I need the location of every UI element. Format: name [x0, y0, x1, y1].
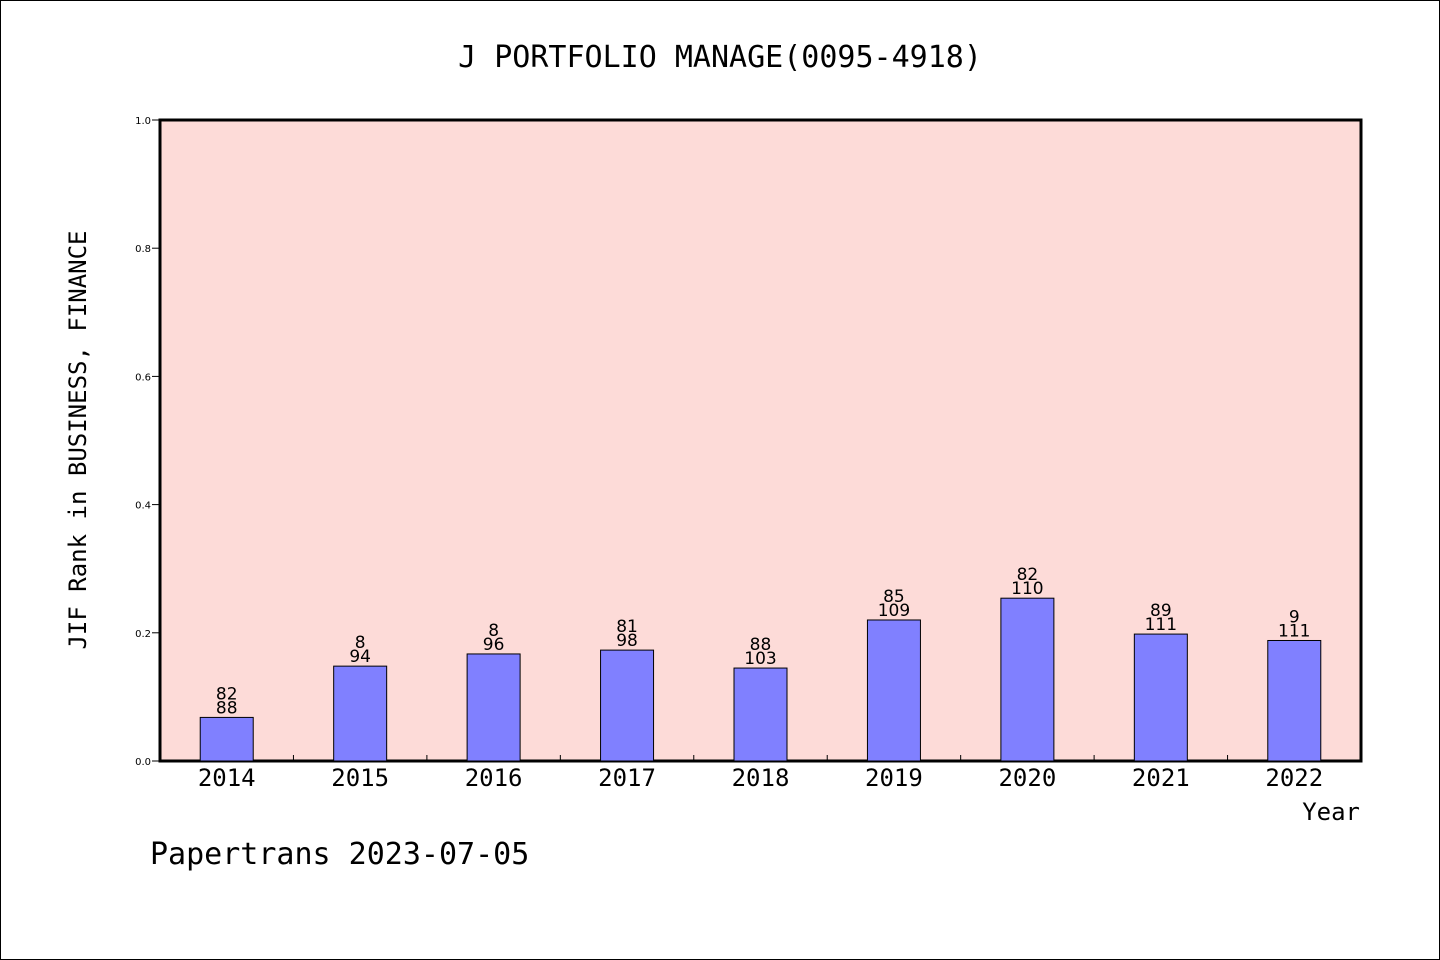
x-tick-label: 2014: [198, 764, 256, 792]
bar-total-label: 110: [1011, 579, 1043, 599]
y-axis: 0.0 0.2 0.4 0.6 0.8 1.0: [135, 116, 160, 768]
bar-rank-label: 85: [883, 587, 905, 607]
y-tick-label: 0.6: [135, 372, 151, 383]
x-axis-label: Year: [1302, 798, 1360, 826]
footer-credit: Papertrans 2023-07-05: [150, 837, 529, 872]
bar-rank-label: 82: [216, 684, 238, 704]
bar-rank-label: 82: [1017, 565, 1039, 585]
bar: [466, 653, 521, 762]
bar-rank-label: 89: [1150, 601, 1172, 621]
x-tick-label: 2022: [1265, 764, 1323, 792]
bar-rank-label: 88: [750, 635, 772, 655]
bar-rank-label: 8: [488, 621, 499, 641]
y-tick-label: 0.8: [135, 244, 151, 255]
x-tick-label: 2019: [865, 764, 923, 792]
bar: [333, 665, 388, 762]
x-axis: 2014 2015 2016 2017 2018 2019 2020 2021 2022: [198, 755, 1323, 792]
bar-total-label: 111: [1145, 615, 1177, 635]
bar: [1000, 597, 1055, 762]
bar-total-label: 111: [1278, 621, 1310, 641]
bar: [600, 649, 655, 762]
bar-total-label: 96: [483, 635, 505, 655]
y-tick-label: 1.0: [135, 116, 151, 127]
bar-total-label: 98: [616, 631, 638, 651]
bar-total-label: 109: [878, 601, 910, 621]
chart-title: J PORTFOLIO MANAGE(0095-4918): [458, 40, 982, 75]
y-axis-label: JIF Rank in BUSINESS, FINANCE: [64, 230, 92, 649]
bar-rank-label: 9: [1289, 607, 1300, 627]
bar-total-label: 103: [744, 649, 776, 669]
bar: [733, 667, 788, 762]
x-tick-label: 2017: [598, 764, 656, 792]
x-tick-label: 2020: [998, 764, 1056, 792]
bar-rank-label: 81: [616, 617, 638, 637]
x-tick-label: 2018: [732, 764, 790, 792]
bar-total-label: 88: [216, 698, 238, 718]
x-tick-label: 2016: [465, 764, 523, 792]
bar: [1267, 639, 1322, 762]
bar-total-label: 94: [349, 647, 371, 667]
bars-group: [199, 597, 1322, 762]
y-tick-label: 0.4: [135, 501, 151, 512]
x-tick-label: 2015: [331, 764, 389, 792]
bar: [866, 619, 921, 762]
bar: [1133, 633, 1188, 762]
bar-rank-label: 8: [355, 633, 366, 653]
bar: [199, 716, 254, 762]
x-tick-label: 2021: [1132, 764, 1190, 792]
y-tick-label: 0.0: [135, 757, 151, 768]
y-tick-label: 0.2: [135, 629, 151, 640]
